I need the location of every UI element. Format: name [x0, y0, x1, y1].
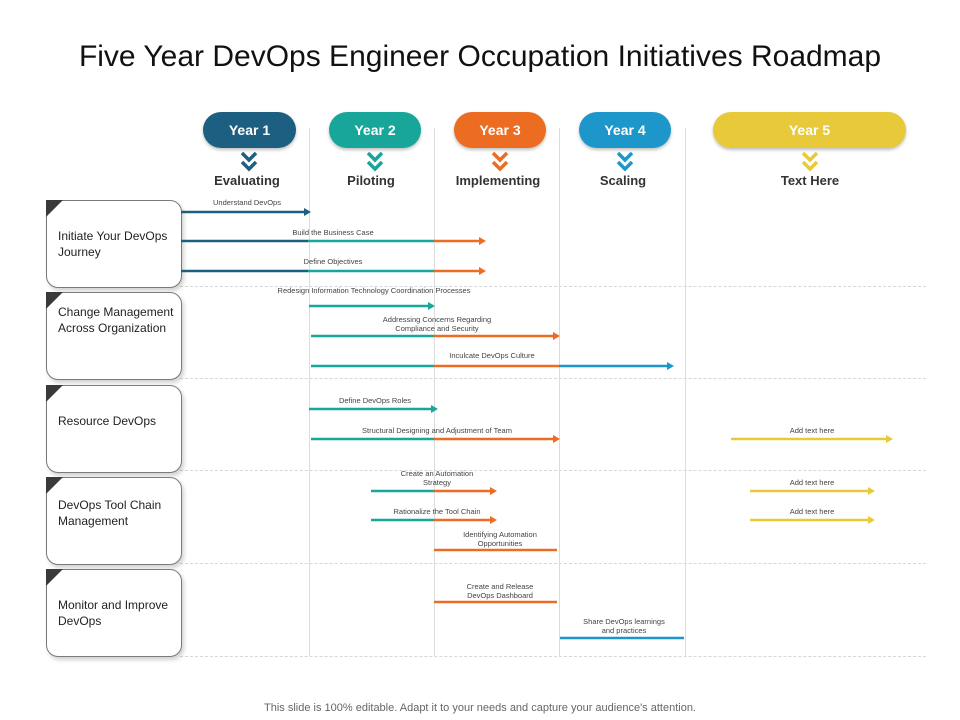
- category-card: Change Management Across Organization: [46, 292, 182, 380]
- column-divider: [434, 128, 435, 656]
- chevron-down-icon: [491, 151, 509, 172]
- row-separator: [180, 378, 926, 379]
- chevron-down-icon: [616, 151, 634, 172]
- phase-label: Text Here: [780, 173, 840, 188]
- category-card: Initiate Your DevOps Journey: [46, 200, 182, 288]
- footer-note: This slide is 100% editable. Adapt it to…: [264, 702, 696, 714]
- column-divider: [685, 128, 686, 656]
- phase-label: Piloting: [347, 173, 395, 188]
- task-bar: [731, 435, 893, 443]
- category-card: Resource DevOps: [46, 385, 182, 473]
- task-bar: [750, 516, 875, 524]
- task-bar: [371, 516, 497, 524]
- category-label: Initiate Your DevOps Journey: [58, 229, 168, 259]
- year-5-pill: Year 5: [713, 112, 906, 148]
- task-label: Add text here: [789, 478, 835, 487]
- task-label: Identifying Automation Opportunities: [463, 530, 537, 548]
- task-label: Create an Automation Strategy: [400, 469, 474, 487]
- category-card: DevOps Tool Chain Management: [46, 477, 182, 565]
- category-label: Resource DevOps: [58, 414, 157, 428]
- chevron-down-icon: [366, 151, 384, 172]
- task-label: Define Objectives: [303, 257, 363, 266]
- year-3-pill: Year 3: [454, 112, 546, 148]
- chevron-down-icon: [240, 151, 258, 172]
- task-label: Create and Release DevOps Dashboard: [466, 582, 534, 600]
- task-bar: [181, 267, 486, 275]
- task-label: Rationalize the Tool Chain: [393, 507, 481, 516]
- category-card: Monitor and Improve DevOps: [46, 569, 182, 657]
- task-label: Understand DevOps: [213, 198, 281, 207]
- task-bar: [311, 435, 560, 443]
- card-corner: [46, 385, 63, 402]
- card-corner: [46, 569, 63, 586]
- category-label: Change Management Across Organization: [58, 305, 174, 335]
- row-separator: [180, 470, 926, 471]
- phase-label: Implementing: [455, 173, 541, 188]
- task-bar: [371, 487, 497, 495]
- year-4-pill: Year 4: [579, 112, 671, 148]
- phase-label: Evaluating: [214, 173, 280, 188]
- task-bar: [311, 362, 674, 370]
- card-corner: [46, 292, 63, 309]
- column-divider: [309, 128, 310, 656]
- task-label: Structural Designing and Adjustment of T…: [362, 426, 512, 435]
- phase-label: Scaling: [599, 173, 647, 188]
- task-label: Addressing Concerns Regarding Compliance…: [382, 315, 492, 333]
- task-bar: [181, 208, 311, 216]
- task-bar: [309, 302, 435, 310]
- card-corner: [46, 200, 63, 217]
- task-bar: [750, 487, 875, 495]
- row-separator: [180, 563, 926, 564]
- task-label: Share DevOps learnings and practices: [583, 617, 665, 635]
- year-1-pill: Year 1: [203, 112, 296, 148]
- year-2-pill: Year 2: [329, 112, 421, 148]
- category-label: DevOps Tool Chain Management: [58, 498, 162, 528]
- task-label: Build the Business Case: [292, 228, 374, 237]
- task-bar: [311, 332, 560, 340]
- row-separator: [180, 286, 926, 287]
- task-label: Inculcate DevOps Culture: [449, 351, 535, 360]
- slide-title: Five Year DevOps Engineer Occupation Ini…: [78, 40, 882, 73]
- task-bar: [181, 237, 486, 245]
- task-label: Define DevOps Roles: [338, 396, 412, 405]
- task-bar: [309, 405, 438, 413]
- task-label: Redesign Information Technology Coordina…: [277, 286, 471, 295]
- column-divider: [559, 128, 560, 656]
- chevron-down-icon: [801, 151, 819, 172]
- task-label: Add text here: [789, 507, 835, 516]
- task-label: Add text here: [789, 426, 835, 435]
- row-separator: [180, 656, 926, 657]
- card-corner: [46, 477, 63, 494]
- category-label: Monitor and Improve DevOps: [58, 598, 169, 628]
